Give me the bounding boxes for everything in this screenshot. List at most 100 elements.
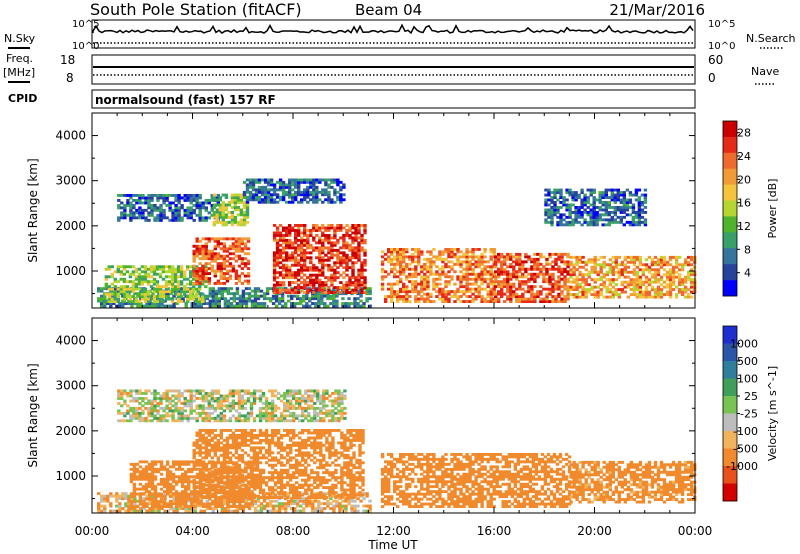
velocity-cell: [292, 419, 296, 423]
power-cell: [596, 273, 600, 277]
power-cell: [248, 178, 253, 182]
power-cell: [610, 220, 614, 224]
power-cell: [186, 206, 190, 210]
power-cell: [447, 265, 451, 269]
power-cell: [186, 295, 190, 298]
power-cell: [192, 267, 196, 271]
power-cell: [363, 231, 367, 235]
power-cell: [530, 267, 534, 271]
power-cell: [521, 260, 525, 264]
power-cell: [414, 272, 418, 276]
velocity-cell: [252, 392, 257, 395]
power-cell: [423, 265, 427, 269]
power-cell: [351, 251, 355, 255]
power-cell: [177, 194, 181, 197]
power-cell: [116, 297, 120, 301]
power-cell: [432, 272, 436, 276]
power-cell: [521, 287, 525, 291]
velocity-cell: [195, 404, 199, 408]
power-cell: [420, 250, 424, 254]
power-cell: [196, 289, 200, 293]
power-cell: [474, 280, 478, 284]
power-cell: [173, 275, 178, 279]
power-cell: [324, 291, 328, 294]
power-cell: [281, 283, 286, 287]
power-cell: [521, 267, 525, 271]
power-cell: [158, 290, 163, 294]
velocity-cell: [183, 397, 187, 400]
power-cell: [524, 267, 528, 271]
power-cell: [595, 213, 599, 217]
power-cell: [635, 265, 640, 269]
velocity-cell: [189, 402, 193, 405]
power-cell: [234, 242, 239, 246]
velocity-cell: [126, 392, 130, 395]
power-cell: [275, 251, 280, 255]
velocity-cell: [262, 504, 267, 508]
power-cell: [266, 193, 271, 197]
power-cell: [220, 294, 224, 298]
power-cell: [268, 287, 273, 291]
velocity-cell: [365, 509, 369, 513]
power-cell: [327, 229, 331, 232]
velocity-cell: [314, 499, 318, 503]
velocity-cell: [356, 497, 360, 501]
power-cell: [333, 234, 337, 237]
power-cell: [221, 213, 225, 217]
power-cell: [291, 263, 295, 267]
power-cell: [468, 295, 472, 298]
velocity-cell: [97, 504, 101, 508]
velocity-cell: [216, 402, 220, 405]
power-cell: [441, 292, 445, 296]
power-cell: [222, 259, 227, 263]
power-cell: [281, 256, 286, 260]
power-cell: [447, 282, 451, 286]
velocity-cell: [292, 406, 296, 410]
power-cell: [154, 302, 158, 305]
power-cell: [227, 211, 232, 214]
power-cell: [644, 295, 649, 299]
power-cell: [162, 213, 166, 217]
power-cell: [208, 294, 212, 298]
power-cell: [321, 178, 325, 182]
power-cell: [578, 290, 582, 294]
power-cell: [116, 267, 120, 271]
power-cell: [204, 252, 208, 256]
power-cell: [662, 258, 667, 262]
velocity-cell: [144, 389, 148, 393]
power-cell: [123, 206, 127, 210]
power-cell: [143, 277, 148, 281]
power-cell: [327, 248, 331, 252]
power-cell: [239, 193, 244, 197]
velocity-cell: [177, 389, 181, 393]
power-cell: [285, 271, 289, 275]
power-cell: [285, 266, 289, 270]
velocity-cell: [293, 502, 297, 506]
power-cell: [506, 295, 510, 298]
power-cell: [303, 226, 307, 230]
power-cell: [303, 243, 307, 247]
power-cell: [363, 224, 367, 227]
power-cell: [285, 241, 289, 245]
power-cell: [399, 280, 403, 284]
velocity-cell: [267, 419, 272, 423]
power-cell: [641, 295, 646, 299]
power-cell: [574, 193, 578, 197]
power-cell: [556, 211, 560, 214]
power-cell: [152, 287, 157, 291]
power-cell: [518, 252, 522, 256]
power-cell: [193, 304, 197, 308]
power-cell: [176, 267, 181, 271]
power-cell: [515, 270, 519, 274]
velocity-cell: [160, 494, 164, 498]
velocity-cell: [136, 499, 140, 503]
power-cell: [275, 200, 280, 204]
power-cell: [195, 201, 199, 205]
velocity-cell: [317, 509, 321, 513]
power-cell: [456, 260, 460, 264]
power-cell: [288, 231, 292, 235]
power-cell: [297, 273, 301, 277]
power-cell: [641, 283, 646, 287]
power-cell: [620, 288, 624, 291]
power-cell: [399, 272, 403, 276]
